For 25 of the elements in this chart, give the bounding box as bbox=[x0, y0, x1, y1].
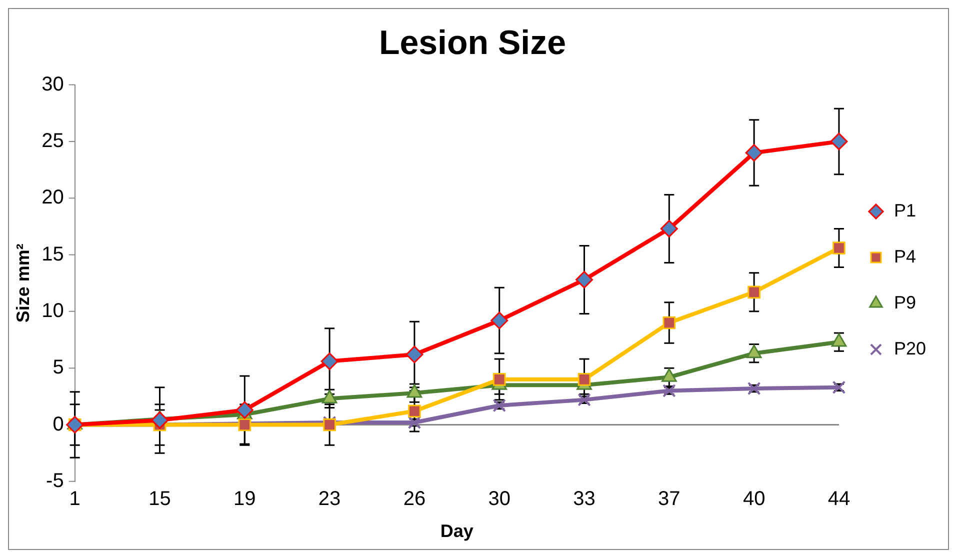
x-tick-label: 40 bbox=[742, 488, 766, 510]
y-tick-label: 5 bbox=[52, 356, 64, 379]
legend-label: P4 bbox=[894, 246, 916, 266]
x-tick-label: 26 bbox=[403, 488, 426, 510]
x-tick-label: 30 bbox=[488, 488, 510, 510]
y-tick-label: 15 bbox=[42, 243, 64, 266]
y-tick-label: 30 bbox=[42, 73, 64, 96]
y-tick-label: 20 bbox=[42, 186, 64, 209]
legend-label: P1 bbox=[894, 200, 916, 220]
chart-title: Lesion Size bbox=[378, 24, 566, 62]
x-tick-label: 37 bbox=[658, 488, 680, 510]
legend-label: P20 bbox=[894, 338, 926, 358]
x-tick-label: 19 bbox=[234, 488, 256, 510]
y-tick-label: 25 bbox=[42, 130, 64, 152]
y-tick-label: -5 bbox=[46, 470, 64, 492]
y-tick-label: 10 bbox=[42, 300, 64, 322]
y-tick-label: 0 bbox=[52, 413, 64, 436]
x-tick-label: 23 bbox=[318, 488, 341, 510]
x-tick-label: 44 bbox=[828, 488, 850, 510]
y-axis-title: Size mm² bbox=[12, 244, 33, 323]
x-tick-label: 15 bbox=[148, 488, 171, 510]
x-axis-title: Day bbox=[440, 521, 474, 542]
legend-label: P9 bbox=[894, 292, 916, 312]
x-tick-label: 1 bbox=[69, 488, 80, 510]
x-tick-label: 33 bbox=[573, 488, 596, 510]
